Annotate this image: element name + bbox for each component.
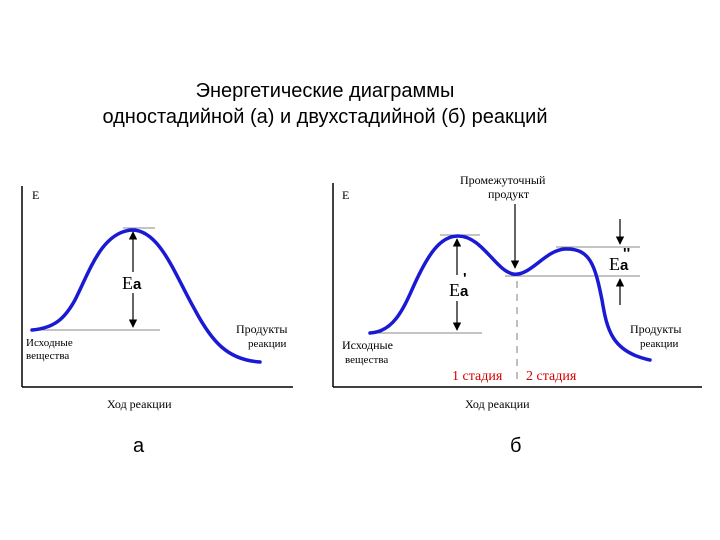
diagram-b-intermediate-line-2: продукт [488,187,530,201]
diagram-b-energy-curve [368,234,652,362]
diagram-b-products-line-1: Продукты [630,322,681,336]
diagram-b-activation2-double-prime: '' [623,245,630,262]
diagram-b-reactants-line-1: Исходные [342,338,393,352]
title-line-1: Энергетические диаграммы [195,80,455,102]
diagram-a-products-line-1: Продукты [236,322,287,336]
diagram-a: E Ea Исходные вещества Продукты реакции … [21,186,293,457]
diagram-b-panel-letter: б [510,435,521,457]
diagram-a-reactants-line-1: Исходные [26,337,73,349]
diagram-a-panel-letter: а [133,435,145,457]
diagram-b-activation1-prime: ' [463,270,467,287]
diagram-a-activation-label: Ea [122,273,142,293]
diagram-b: E Промежуточный продукт Ea ' Ea '' Исход… [332,173,702,457]
diagram-b-intermediate-line-1: Промежуточный [460,173,546,187]
diagram-a-energy-curve [30,228,262,364]
diagram-b-reactants-line-2: вещества [345,354,388,366]
diagram-b-stage-2-label: 2 стадия [526,369,577,384]
diagram-a-products-line-2: реакции [248,338,287,350]
diagram-b-products-line-2: реакции [640,338,679,350]
diagram-b-x-axis-label: Ход реакции [465,397,530,411]
diagram-a-x-axis-label: Ход реакции [107,397,172,411]
diagram-b-stage-1-label: 1 стадия [452,369,503,384]
diagram-b-activation1-label: Ea [449,280,469,300]
diagram-a-y-axis-label: E [32,188,39,202]
diagram-b-y-axis-label: E [342,188,349,202]
title-line-2: одностадийной (а) и двухстадийной (б) ре… [102,106,548,128]
diagram-b-activation2-label: Ea [609,254,629,274]
diagram-a-reactants-line-2: вещества [26,350,69,362]
